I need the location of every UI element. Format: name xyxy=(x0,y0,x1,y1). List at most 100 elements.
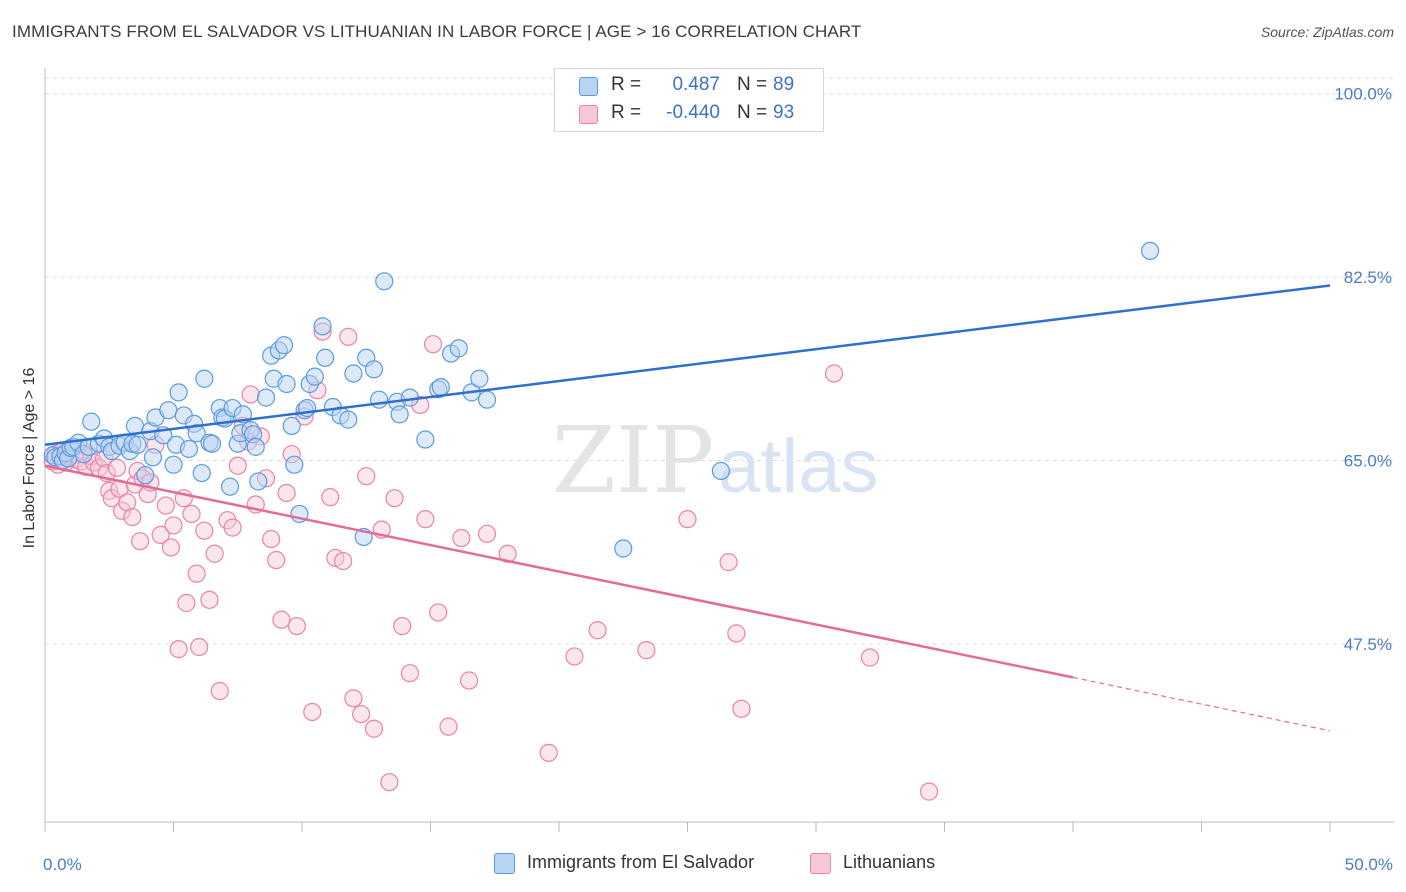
chart-title: IMMIGRANTS FROM EL SALVADOR VS LITHUANIA… xyxy=(12,22,862,41)
data-point-el-salvador xyxy=(179,439,199,459)
data-point-lithuanians xyxy=(344,689,363,708)
data-point-el-salvador xyxy=(614,539,633,558)
data-point-lithuanians xyxy=(539,743,558,762)
legend-swatch-blue xyxy=(579,77,598,96)
data-point-el-salvador xyxy=(143,448,163,467)
data-point-lithuanians xyxy=(161,538,181,557)
watermark-atlas: atlas xyxy=(718,424,879,509)
data-point-lithuanians xyxy=(459,671,479,690)
legend-n-value-pink: 93 xyxy=(773,102,795,123)
data-point-lithuanians xyxy=(385,489,404,508)
data-point-lithuanians xyxy=(334,551,353,571)
data-point-lithuanians xyxy=(357,467,376,486)
data-point-lithuanians xyxy=(228,456,247,475)
y-tick-label: 47.5% xyxy=(1344,635,1392,654)
data-point-lithuanians xyxy=(452,528,471,548)
y-tick-label: 65.0% xyxy=(1344,451,1392,470)
y-tick-label: 82.5% xyxy=(1344,268,1392,287)
legend-r-label: R = xyxy=(611,102,642,123)
data-point-lithuanians xyxy=(303,702,322,722)
data-point-lithuanians xyxy=(364,719,384,738)
source-label: Source: ZipAtlas.com xyxy=(1260,24,1394,40)
data-point-lithuanians xyxy=(177,593,196,613)
data-point-el-salvador xyxy=(431,378,450,397)
data-point-lithuanians xyxy=(182,504,201,524)
watermark-zip: ZIP xyxy=(552,407,714,514)
data-point-lithuanians xyxy=(156,496,175,515)
data-point-el-salvador xyxy=(477,390,497,409)
data-point-el-salvador xyxy=(82,412,101,431)
axes xyxy=(44,68,1394,832)
data-point-lithuanians xyxy=(321,488,340,507)
data-point-lithuanians xyxy=(195,521,214,540)
data-point-el-salvador xyxy=(285,455,304,474)
data-point-el-salvador xyxy=(274,336,294,355)
data-point-lithuanians xyxy=(732,699,751,718)
data-point-lithuanians xyxy=(169,639,188,659)
y-tick-label: 100.0% xyxy=(1334,85,1392,104)
data-point-lithuanians xyxy=(272,610,291,629)
data-point-lithuanians xyxy=(164,516,183,535)
legend-swatch-pink xyxy=(579,105,598,124)
data-point-el-salvador xyxy=(375,272,394,291)
data-point-el-salvador xyxy=(344,364,363,383)
data-point-el-salvador xyxy=(277,374,296,394)
data-point-el-salvador xyxy=(305,367,324,386)
x-tick-label-end: 50.0% xyxy=(1345,855,1393,874)
data-point-el-salvador xyxy=(282,416,301,435)
data-point-lithuanians xyxy=(352,704,371,724)
data-point-lithuanians xyxy=(107,458,127,477)
bottom-legend-label-blue: Immigrants from El Salvador xyxy=(527,852,755,872)
data-point-lithuanians xyxy=(130,532,150,551)
data-point-lithuanians xyxy=(429,603,448,622)
trend-line-el-salvador xyxy=(44,284,1331,447)
watermark: ZIP atlas xyxy=(552,407,879,514)
data-point-el-salvador xyxy=(339,410,358,429)
data-point-lithuanians xyxy=(205,544,224,563)
data-point-el-salvador xyxy=(195,369,214,388)
bottom-legend-swatch-blue xyxy=(494,853,515,874)
data-point-el-salvador xyxy=(169,383,188,402)
data-point-lithuanians xyxy=(200,590,219,609)
legend-row-pink: R = -0.440 N = 93 xyxy=(555,101,821,127)
data-point-lithuanians xyxy=(727,624,746,643)
data-point-lithuanians xyxy=(187,564,206,583)
data-point-lithuanians xyxy=(267,550,286,570)
data-point-lithuanians xyxy=(393,616,412,636)
data-point-el-salvador xyxy=(202,434,222,453)
correlation-legend: R = 0.487 N = 89 R = -0.440 N = 93 xyxy=(554,68,824,132)
data-point-el-salvador xyxy=(1140,241,1160,261)
data-point-el-salvador xyxy=(316,348,335,367)
data-point-el-salvador xyxy=(256,388,276,407)
data-point-lithuanians xyxy=(223,518,242,537)
data-point-el-salvador xyxy=(249,472,268,491)
data-point-lithuanians xyxy=(824,364,844,383)
x-tick-label-start: 0.0% xyxy=(43,855,82,874)
legend-r-value-pink: -0.440 xyxy=(666,102,720,123)
data-point-el-salvador xyxy=(159,401,178,420)
data-point-el-salvador xyxy=(313,317,332,336)
data-point-lithuanians xyxy=(439,717,458,736)
data-point-lithuanians xyxy=(919,782,939,801)
data-point-el-salvador xyxy=(246,437,265,456)
bottom-legend-swatch-pink xyxy=(810,853,831,874)
data-point-el-salvador xyxy=(416,430,435,449)
y-axis-label: In Labor Force | Age > 16 xyxy=(21,368,38,549)
trend-line-lithuanians-extension xyxy=(1072,676,1331,732)
data-point-el-salvador xyxy=(390,405,409,424)
data-point-el-salvador xyxy=(164,455,183,474)
legend-n-value-blue: 89 xyxy=(773,74,795,95)
data-point-el-salvador xyxy=(136,466,155,485)
data-point-lithuanians xyxy=(423,335,443,354)
data-point-lithuanians xyxy=(190,637,209,657)
data-point-lithuanians xyxy=(719,553,738,572)
legend-n-label: N = xyxy=(737,102,768,123)
legend-r-label: R = xyxy=(611,74,642,95)
data-point-lithuanians xyxy=(123,507,142,527)
tick-labels: 47.5% 65.0% 82.5% 100.0% 0.0% 50.0% xyxy=(43,85,1393,874)
data-point-el-salvador xyxy=(364,360,384,379)
legend-r-value-blue: 0.487 xyxy=(672,74,720,95)
data-point-lithuanians xyxy=(860,648,880,667)
data-point-lithuanians xyxy=(637,641,656,660)
legend-n-label: N = xyxy=(737,74,768,95)
